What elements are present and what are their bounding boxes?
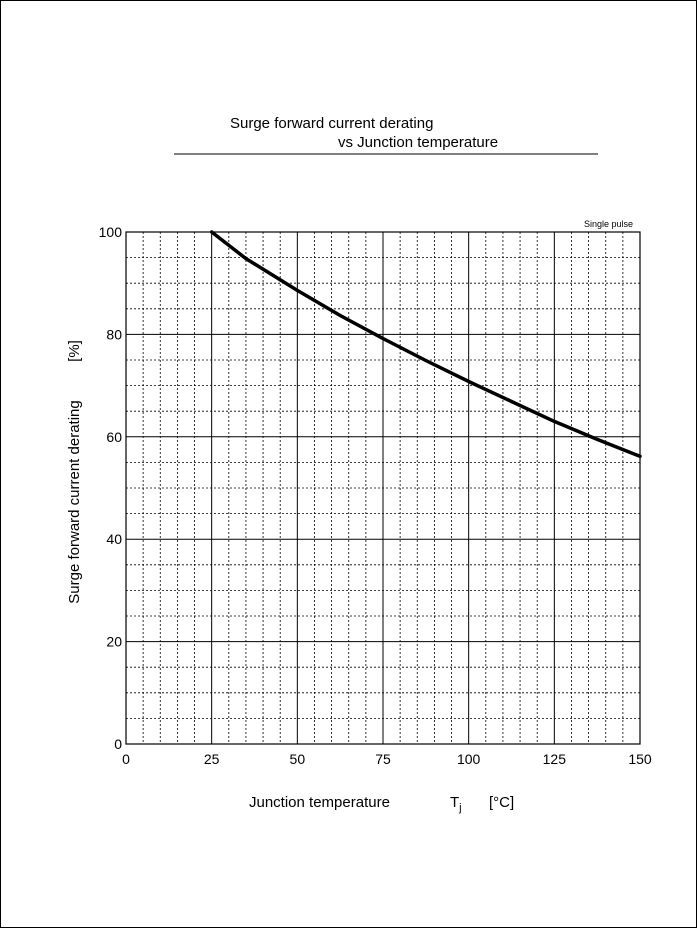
x-tick-label: 100 bbox=[457, 751, 481, 767]
chart-title-line2: vs Junction temperature bbox=[338, 134, 498, 151]
x-tick-label: 50 bbox=[290, 751, 306, 767]
series bbox=[212, 232, 641, 456]
tick-labels: 0 25 50 75 100 125 150 0 20 40 60 80 100 bbox=[99, 224, 652, 767]
x-tick-label: 125 bbox=[543, 751, 567, 767]
x-tick-label: 150 bbox=[628, 751, 652, 767]
x-axis-symbol-main: T bbox=[450, 794, 459, 811]
x-axis-unit: [°C] bbox=[489, 794, 514, 811]
series-line-0 bbox=[212, 232, 640, 456]
x-axis-label: Junction temperature bbox=[249, 794, 390, 811]
x-axis-symbol: Tj bbox=[450, 794, 462, 814]
y-axis-label: Surge forward current derating bbox=[66, 400, 83, 603]
x-axis-symbol-subscript: j bbox=[458, 802, 461, 814]
x-tick-label: 75 bbox=[375, 751, 391, 767]
y-tick-label: 0 bbox=[114, 736, 122, 752]
x-tick-label: 25 bbox=[204, 751, 220, 767]
annotation-single-pulse: Single pulse bbox=[584, 219, 633, 229]
y-tick-label: 60 bbox=[106, 429, 122, 445]
chart-title-line1: Surge forward current derating bbox=[230, 115, 433, 132]
y-axis-unit: [%] bbox=[66, 340, 83, 362]
y-tick-label: 80 bbox=[106, 326, 122, 342]
grid bbox=[126, 232, 640, 744]
y-tick-label: 20 bbox=[106, 634, 122, 650]
x-tick-label: 0 bbox=[122, 751, 130, 767]
y-tick-label: 40 bbox=[106, 531, 122, 547]
y-tick-label: 100 bbox=[99, 224, 123, 240]
